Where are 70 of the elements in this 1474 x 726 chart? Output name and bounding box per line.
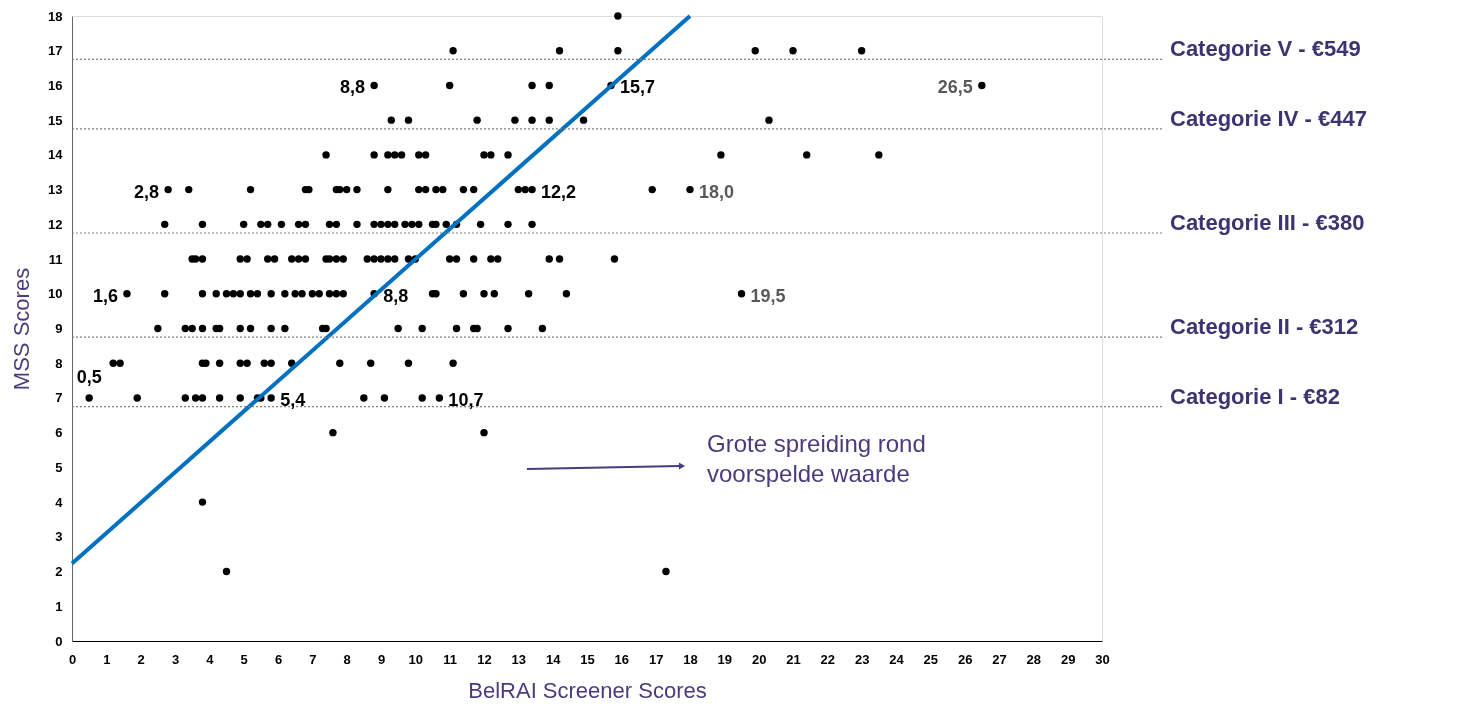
annotation: 26,5: [937, 77, 973, 98]
x-tick-label: 25: [923, 651, 939, 667]
x-tick-label: 19: [717, 651, 733, 667]
y-tick-label: 13: [48, 182, 63, 198]
x-tick-label: 9: [377, 651, 386, 667]
x-tick-label: 4: [206, 651, 215, 667]
ref-line-label: Categorie V - €549: [1170, 36, 1361, 62]
x-tick-label: 0: [68, 651, 77, 667]
y-tick-label: 2: [55, 564, 63, 580]
x-tick-label: 28: [1026, 651, 1042, 667]
ref-line-label: Categorie III - €380: [1170, 210, 1365, 236]
x-tick-label: 2: [137, 651, 145, 667]
x-tick-label: 21: [786, 651, 801, 667]
x-tick-label: 1: [103, 651, 111, 667]
x-tick-label: 18: [683, 651, 698, 667]
annotation: 1,6: [92, 285, 118, 306]
y-tick-label: 18: [48, 8, 63, 24]
y-tick-label: 8: [55, 355, 63, 371]
y-tick-label: 7: [55, 390, 63, 406]
ref-line-label: Categorie II - €312: [1170, 314, 1359, 340]
x-tick-label: 29: [1060, 651, 1076, 667]
x-tick-label: 7: [309, 651, 317, 667]
x-tick-label: 8: [343, 651, 351, 667]
y-tick-label: 4: [55, 494, 64, 510]
annotation: 0,5: [76, 366, 102, 387]
y-tick-label: 3: [55, 529, 63, 545]
annotation: Grote spreiding rond voorspelde waarde: [707, 430, 926, 487]
ref-line-label: Categorie I - €82: [1170, 383, 1340, 409]
ref-line-label: Categorie IV - €447: [1170, 105, 1367, 131]
y-tick-label: 0: [55, 633, 63, 649]
x-tick-label: 5: [240, 651, 248, 667]
x-tick-label: 26: [957, 651, 973, 667]
x-tick-label: 6: [274, 651, 283, 667]
x-tick-label: 14: [545, 651, 562, 667]
x-tick-label: 22: [820, 651, 836, 667]
x-tick-label: 27: [992, 651, 1007, 667]
y-tick-label: 1: [55, 598, 63, 614]
x-tick-label: 11: [443, 651, 458, 667]
annotation: 8,8: [340, 77, 366, 98]
y-tick-label: 16: [48, 77, 63, 93]
x-tick-label: 24: [889, 651, 905, 667]
annotation: 2,8: [134, 181, 160, 202]
annotation: 15,7: [620, 77, 656, 98]
y-tick-label: 15: [48, 112, 63, 128]
annotation: 5,4: [280, 389, 306, 410]
annotation: 8,8: [383, 285, 409, 306]
y-tick-label: 6: [55, 425, 63, 441]
y-axis-title: MSS Scores: [9, 267, 35, 391]
x-tick-label: 16: [614, 651, 630, 667]
y-tick-label: 9: [55, 321, 63, 336]
x-tick-label: 23: [854, 651, 870, 667]
x-tick-label: 15: [580, 651, 595, 667]
annotation: 10,7: [448, 389, 484, 410]
annotation: 18,0: [699, 181, 735, 202]
y-tick-label: 10: [48, 286, 63, 302]
y-tick-label: 17: [48, 43, 63, 59]
y-tick-label: 14: [48, 147, 64, 163]
x-axis-title: BelRAI Screener Scores: [468, 677, 707, 703]
x-tick-label: 17: [648, 651, 664, 667]
y-tick-label: 5: [55, 459, 63, 475]
x-tick-label: 13: [511, 651, 527, 667]
y-tick-label: 12: [48, 216, 63, 232]
x-tick-label: 20: [751, 651, 767, 667]
annotation: 12,2: [541, 181, 577, 202]
x-tick-label: 10: [408, 651, 424, 667]
y-tick-label: 11: [48, 251, 63, 267]
x-tick-label: 3: [171, 651, 180, 667]
x-tick-label: 30: [1095, 651, 1110, 667]
x-tick-label: 12: [477, 651, 492, 667]
annotation: 19,5: [750, 285, 786, 306]
